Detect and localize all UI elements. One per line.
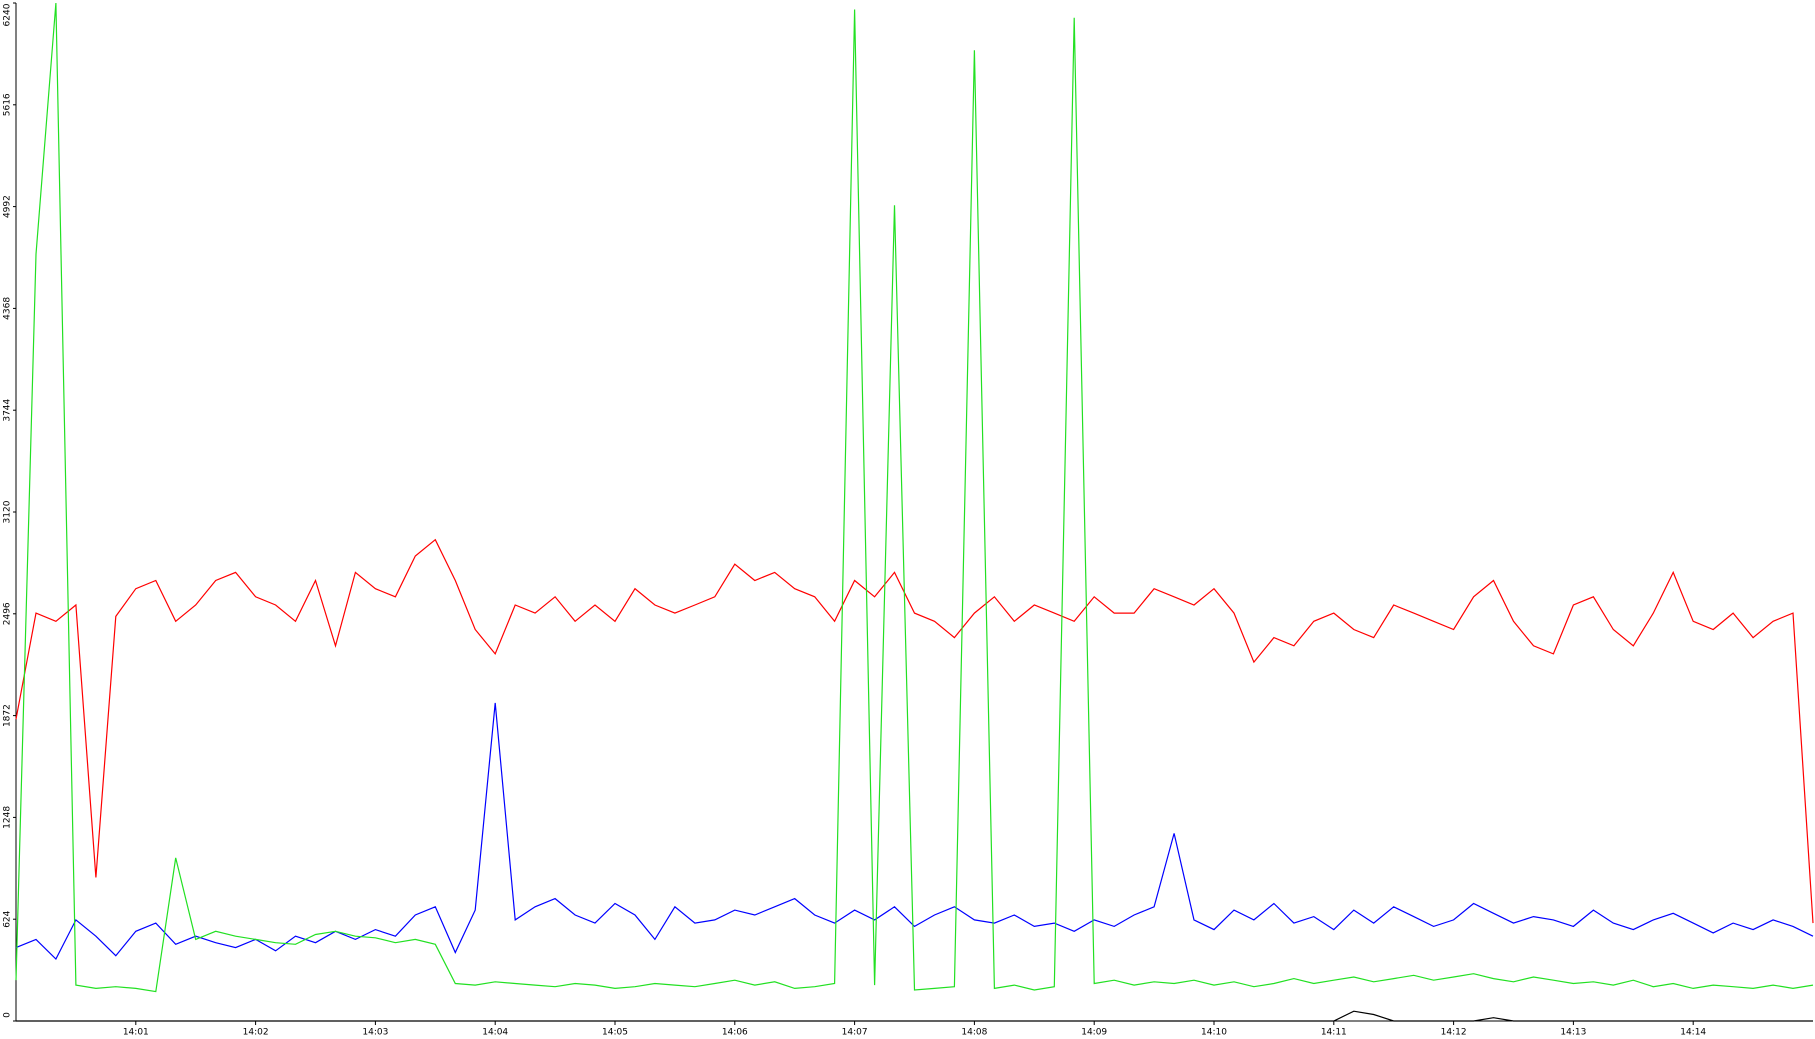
- x-tick-label: 14:06: [722, 1028, 748, 1038]
- y-tick-label: 2496: [3, 602, 13, 625]
- y-tick-label: 6240: [3, 3, 13, 26]
- y-tick-label: 0: [3, 1012, 13, 1018]
- x-tick-label: 14:11: [1321, 1028, 1347, 1038]
- y-tick-label: 1872: [3, 704, 13, 727]
- x-tick-label: 14:12: [1441, 1028, 1467, 1038]
- x-tick-label: 14:14: [1680, 1028, 1706, 1038]
- x-tick-label: 14:04: [482, 1028, 508, 1038]
- y-tick-label: 3120: [3, 500, 13, 523]
- y-tick-label: 3744: [3, 398, 13, 421]
- series-line: [16, 1010, 1813, 1022]
- x-tick-label: 14:01: [123, 1028, 149, 1038]
- x-tick-label: 14:13: [1560, 1028, 1586, 1038]
- x-tick-label: 14:10: [1201, 1028, 1227, 1038]
- x-tick-label: 14:02: [243, 1028, 269, 1038]
- series-line: [15, 702, 1814, 961]
- x-tick-label: 14:03: [362, 1028, 388, 1038]
- y-tick-label: 5616: [3, 93, 13, 116]
- series-line: [15, 2, 1814, 993]
- series-line: [15, 538, 1814, 924]
- y-tick-label: 4992: [3, 195, 13, 218]
- x-tick-label: 14:09: [1081, 1028, 1107, 1038]
- x-tick-label: 14:07: [842, 1028, 868, 1038]
- x-tick-label: 14:05: [602, 1028, 628, 1038]
- x-tick-label: 14:08: [961, 1028, 987, 1038]
- y-tick-label: 624: [3, 910, 13, 927]
- y-tick-label: 1248: [3, 806, 13, 829]
- y-tick-label: 4368: [3, 297, 13, 320]
